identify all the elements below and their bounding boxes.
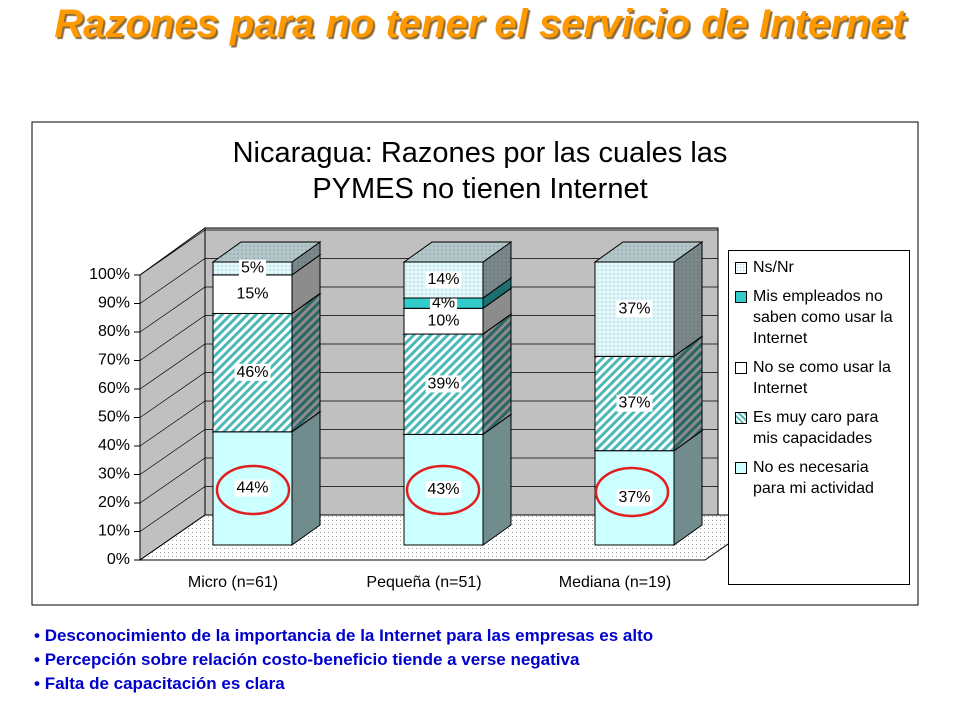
legend-swatch [735, 262, 747, 274]
legend: Ns/Nr Mis empleados no saben como usar la… [728, 250, 910, 585]
x-tick-label: Micro (n=61) [188, 574, 278, 591]
grid-line [139, 258, 718, 304]
grid-line [139, 286, 718, 333]
bar-side-shade [674, 242, 702, 357]
value-label: 44% [236, 480, 268, 497]
legend-label: Es muy caro para mis capacidades [753, 409, 879, 447]
y-tick-label: 40% [98, 437, 130, 454]
bullet-list: Desconocimiento de la importancia de la … [34, 624, 653, 696]
value-label-bg [238, 259, 267, 277]
value-label: 4% [432, 294, 455, 311]
bar-side-shade [674, 336, 702, 451]
y-tick-label: 0% [107, 551, 130, 568]
y-tick-label: 10% [98, 523, 130, 540]
value-label: 37% [618, 489, 650, 506]
side-wall [139, 227, 206, 561]
bar [403, 261, 484, 299]
grid-line [139, 429, 718, 475]
bar-top-shade [595, 242, 702, 262]
value-label: 37% [618, 395, 650, 412]
y-tick-label: 70% [98, 352, 130, 369]
grid-line [139, 343, 718, 390]
value-label-bg [425, 271, 462, 289]
legend-label: No se como usar la Internet [753, 359, 891, 397]
bar-side-shade [292, 293, 320, 432]
bar-side-shade [674, 430, 702, 545]
bar-side-shade [292, 242, 320, 275]
bar-top [593, 241, 704, 263]
value-label-bg [234, 363, 271, 381]
bar-side-shade [483, 242, 511, 299]
bullet: Desconocimiento de la importancia de la … [34, 624, 653, 648]
value-label: 14% [427, 271, 459, 288]
value-label-bg [425, 375, 462, 393]
grid-line [139, 486, 718, 532]
highlight-circles [215, 464, 670, 518]
legend-item: Es muy caro para mis capacidades [733, 407, 905, 449]
value-label-bg [234, 285, 271, 303]
legend-label: No es necesaria para mi actividad [753, 459, 874, 497]
value-label: 43% [427, 481, 459, 498]
grid-line [139, 315, 718, 361]
y-tick-label: 30% [98, 466, 130, 483]
legend-swatch [735, 462, 747, 474]
value-label-bg [616, 489, 653, 507]
value-label-bg [616, 300, 653, 318]
legend-swatch [735, 291, 747, 303]
bullet: Percepción sobre relación costo-benefici… [34, 648, 653, 672]
legend-label: Ns/Nr [753, 259, 794, 276]
value-label: 39% [427, 375, 459, 392]
bar-side-shade [483, 278, 511, 309]
legend-swatch [735, 412, 747, 424]
value-label: 37% [618, 300, 650, 317]
x-tick-label: Mediana (n=19) [559, 574, 672, 591]
y-tick-label: 90% [98, 295, 130, 312]
legend-item: Ns/Nr [733, 257, 905, 278]
value-label-bg [425, 312, 462, 330]
bar-top [402, 241, 513, 263]
legend-swatch [735, 362, 747, 374]
legend-item: No se como usar la Internet [733, 357, 905, 399]
y-tick-label: 50% [98, 409, 130, 426]
value-label: 15% [236, 285, 268, 302]
bar-side-shade [483, 414, 511, 545]
bar-top-shade [404, 242, 511, 262]
x-tick-label: Pequeña (n=51) [366, 574, 481, 591]
value-label-bg [425, 480, 462, 498]
bar-side-shade [483, 314, 511, 435]
value-label-bg [429, 294, 458, 312]
bar-side-shade [292, 411, 320, 545]
value-label: 46% [236, 364, 268, 381]
grid-line [139, 514, 718, 561]
grid-line [139, 457, 718, 504]
value-label-bg [616, 394, 653, 412]
value-label-bg [234, 479, 271, 497]
bar-side-shade [483, 288, 511, 335]
bar-top-shade [213, 242, 320, 262]
y-tick-label: 20% [98, 494, 130, 511]
value-label: 10% [427, 312, 459, 329]
grid-line [139, 372, 718, 418]
y-tick-label: 80% [98, 323, 130, 340]
value-label: 5% [241, 260, 264, 277]
bullet: Falta de capacitación es clara [34, 672, 653, 696]
legend-item: No es necesaria para mi actividad [733, 457, 905, 499]
bar-side-shade [292, 254, 320, 314]
legend-item: Mis empleados no saben como usar la Inte… [733, 286, 905, 349]
y-tick-label: 100% [89, 266, 130, 283]
grid-line [139, 400, 718, 447]
y-tick-label: 60% [98, 380, 130, 397]
chart-title: Nicaragua: Razones por las cuales las PY… [232, 137, 728, 205]
grid-line [139, 229, 718, 276]
legend-label: Mis empleados no saben como usar la Inte… [753, 288, 893, 347]
slide-title: Razones para no tener el servicio de Int… [54, 2, 906, 46]
